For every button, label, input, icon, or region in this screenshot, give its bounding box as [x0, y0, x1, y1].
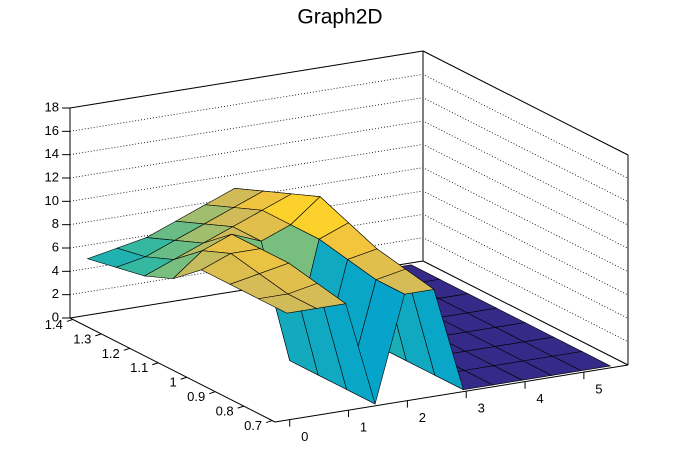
y-tick	[123, 347, 130, 351]
grid-line	[69, 73, 629, 179]
y-tick	[180, 376, 187, 380]
y-tick	[209, 391, 216, 395]
y-tick-label: 1.1	[130, 360, 148, 375]
z-tick-label: 4	[52, 263, 59, 278]
z-tick-label: 6	[52, 239, 59, 254]
grid-line	[69, 120, 629, 226]
y-tick-label: 1.2	[102, 346, 120, 361]
grid-line	[69, 50, 629, 156]
x-tick-label: 1	[360, 420, 367, 435]
box-edge	[69, 50, 424, 109]
y-tick	[152, 362, 159, 366]
box-edge	[422, 260, 629, 366]
x-tick-label: 2	[419, 410, 426, 425]
y-tick-label: 1.4	[45, 317, 63, 332]
grid-line	[69, 97, 629, 203]
x-tick-label: 0	[301, 429, 308, 444]
y-axis	[69, 317, 276, 423]
chart-title: Graph2D	[297, 6, 382, 29]
z-tick-label: 8	[52, 216, 59, 231]
z-tick-label: 2	[52, 286, 59, 301]
y-tick	[95, 333, 102, 337]
x-axis	[274, 364, 629, 423]
x-tick-label: 4	[536, 391, 543, 406]
z-tick-label: 14	[45, 146, 59, 161]
box-edge	[422, 50, 629, 156]
y-tick	[265, 420, 273, 424]
y-tick-label: 0.9	[187, 389, 205, 404]
z-tick-label: 10	[45, 193, 59, 208]
y-tick	[66, 318, 74, 322]
y-tick-label: 1	[170, 375, 177, 390]
y-tick	[237, 405, 244, 409]
y-tick-label: 0.7	[244, 418, 262, 433]
z-tick-label: 12	[45, 169, 59, 184]
x-tick-label: 5	[595, 382, 602, 397]
z-tick-label: 16	[45, 123, 59, 138]
y-tick-label: 1.3	[73, 331, 91, 346]
y-tick-label: 0.8	[216, 404, 234, 419]
z-tick-label: 18	[45, 99, 59, 114]
surface-cell	[257, 293, 318, 314]
z-tick-label: 0	[52, 309, 59, 324]
x-tick-label: 3	[478, 401, 485, 416]
